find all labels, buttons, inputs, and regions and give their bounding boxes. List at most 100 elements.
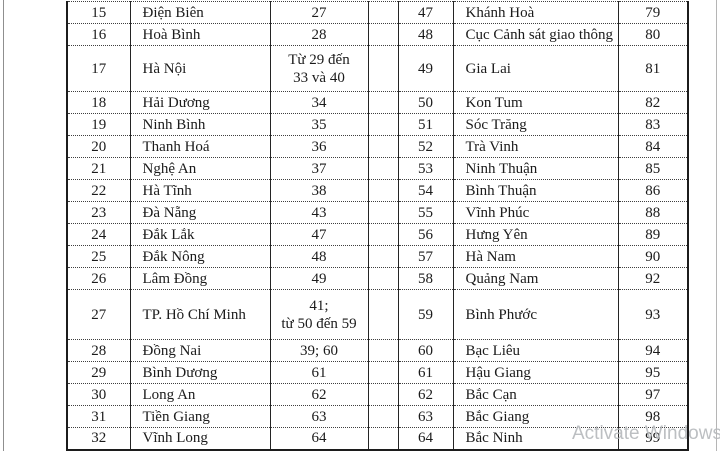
spacer-cell [367, 1, 398, 24]
province-cell-left: Bình Dương [129, 361, 270, 384]
province-cell-right: Ninh Thuận [452, 157, 618, 180]
stt-cell-right: 64 [397, 427, 453, 450]
plate-code-cell-right: 82 [617, 91, 688, 114]
stt-cell-left: 25 [67, 245, 130, 268]
plate-code-cell-right: 90 [617, 245, 688, 268]
plate-code-cell-left: 64 [269, 427, 368, 450]
province-cell-left: Đồng Nai [129, 339, 270, 362]
stt-cell-left: 17 [67, 45, 130, 92]
plate-code-cell-right: 92 [617, 267, 688, 290]
plate-code-cell-left: Từ 29 đến 33 và 40 [269, 45, 368, 92]
table-row: 26 Lâm Đồng 49 58 Quảng Nam 92 [67, 267, 688, 290]
province-cell-right: Bắc Ninh [452, 427, 618, 450]
spacer-cell [367, 339, 398, 362]
plate-code-cell-left: 43 [269, 201, 368, 224]
province-cell-right: Hưng Yên [452, 223, 618, 246]
province-cell-left: Đắk Nông [129, 245, 270, 268]
plate-code-cell-left: 62 [269, 383, 368, 406]
plate-code-cell-left: 41; từ 50 đến 59 [269, 289, 368, 340]
plate-code-cell-right: 89 [617, 223, 688, 246]
table-row: 17 Hà Nội Từ 29 đến 33 và 40 49 Gia Lai 81 [67, 45, 688, 92]
stt-cell-left: 24 [67, 223, 130, 246]
province-cell-right: Kon Tum [452, 91, 618, 114]
plate-code-cell-right: 99 [617, 427, 688, 450]
province-cell-right: Hà Nam [452, 245, 618, 268]
spacer-cell [367, 361, 398, 384]
spacer-cell [367, 267, 398, 290]
province-cell-right: Trà Vinh [452, 135, 618, 158]
province-cell-left: Lâm Đồng [129, 267, 270, 290]
plate-code-cell-left: 37 [269, 157, 368, 180]
plate-code-cell-right: 79 [617, 1, 688, 24]
table-row: 16 Hoà Bình 28 48 Cục Cảnh sát giao thông 80 [67, 23, 688, 46]
plate-code-cell-left: 38 [269, 179, 368, 202]
stt-cell-right: 63 [397, 405, 453, 428]
stt-cell-left: 19 [67, 113, 130, 136]
stt-cell-right: 58 [397, 267, 453, 290]
plate-code-cell-right: 83 [617, 113, 688, 136]
plate-code-cell-left: 39; 60 [269, 339, 368, 362]
province-cell-left: Thanh Hoá [129, 135, 270, 158]
province-cell-left: TP. Hồ Chí Minh [129, 289, 270, 340]
province-cell-right: Khánh Hoà [452, 1, 618, 24]
province-cell-right: Bình Thuận [452, 179, 618, 202]
stt-cell-left: 21 [67, 157, 130, 180]
province-cell-right: Gia Lai [452, 45, 618, 92]
spacer-cell [367, 223, 398, 246]
stt-cell-right: 61 [397, 361, 453, 384]
plate-code-cell-right: 94 [617, 339, 688, 362]
plate-code-cell-left: 63 [269, 405, 368, 428]
plate-code-cell-left: 35 [269, 113, 368, 136]
stt-cell-right: 51 [397, 113, 453, 136]
plate-code-cell-right: 93 [617, 289, 688, 340]
spacer-cell [367, 23, 398, 46]
province-cell-right: Sóc Trăng [452, 113, 618, 136]
table-row: 24 Đắk Lắk 47 56 Hưng Yên 89 [67, 223, 688, 246]
stt-cell-left: 30 [67, 383, 130, 406]
province-cell-left: Đắk Lắk [129, 223, 270, 246]
plate-code-cell-right: 84 [617, 135, 688, 158]
province-cell-left: Vĩnh Long [129, 427, 270, 450]
spacer-cell [367, 91, 398, 114]
province-cell-left: Long An [129, 383, 270, 406]
province-cell-right: Bạc Liêu [452, 339, 618, 362]
province-cell-left: Hoà Bình [129, 23, 270, 46]
province-cell-left: Tiền Giang [129, 405, 270, 428]
table-body: 15 Điện Biên 27 47 Khánh Hoà 79 16 Hoà Bình 28 48… [67, 1, 688, 450]
spacer-cell [367, 45, 398, 92]
stt-cell-right: 55 [397, 201, 453, 224]
plate-code-cell-left: 27 [269, 1, 368, 24]
license-plate-code-table: 15 Điện Biên 27 47 Khánh Hoà 79 16 Hoà Bình 28 48… [66, 1, 689, 451]
stt-cell-right: 52 [397, 135, 453, 158]
province-cell-right: Bắc Cạn [452, 383, 618, 406]
table-row: 29 Bình Dương 61 61 Hậu Giang 95 [67, 361, 688, 384]
stt-cell-left: 22 [67, 179, 130, 202]
stt-cell-left: 27 [67, 289, 130, 340]
table-row: 18 Hải Dương 34 50 Kon Tum 82 [67, 91, 688, 114]
plate-code-cell-left: 28 [269, 23, 368, 46]
table-row: 23 Đà Nẵng 43 55 Vĩnh Phúc 88 [67, 201, 688, 224]
province-cell-left: Nghệ An [129, 157, 270, 180]
plate-code-cell-left: 47 [269, 223, 368, 246]
stt-cell-right: 54 [397, 179, 453, 202]
stt-cell-right: 53 [397, 157, 453, 180]
spacer-cell [367, 113, 398, 136]
table-row: 31 Tiền Giang 63 63 Bắc Giang 98 [67, 405, 688, 428]
page-right-edge-line [716, 0, 717, 451]
spacer-cell [367, 179, 398, 202]
table-row: 22 Hà Tĩnh 38 54 Bình Thuận 86 [67, 179, 688, 202]
plate-code-cell-right: 97 [617, 383, 688, 406]
stt-cell-left: 28 [67, 339, 130, 362]
table-row: 30 Long An 62 62 Bắc Cạn 97 [67, 383, 688, 406]
plate-code-cell-right: 86 [617, 179, 688, 202]
table-row: 25 Đắk Nông 48 57 Hà Nam 90 [67, 245, 688, 268]
plate-code-cell-right: 88 [617, 201, 688, 224]
spacer-cell [367, 427, 398, 450]
plate-code-cell-right: 95 [617, 361, 688, 384]
plate-code-cell-right: 81 [617, 45, 688, 92]
province-cell-right: Bắc Giang [452, 405, 618, 428]
table-row: 19 Ninh Bình 35 51 Sóc Trăng 83 [67, 113, 688, 136]
province-cell-right: Cục Cảnh sát giao thông [452, 23, 618, 46]
plate-code-cell-right: 85 [617, 157, 688, 180]
stt-cell-left: 18 [67, 91, 130, 114]
